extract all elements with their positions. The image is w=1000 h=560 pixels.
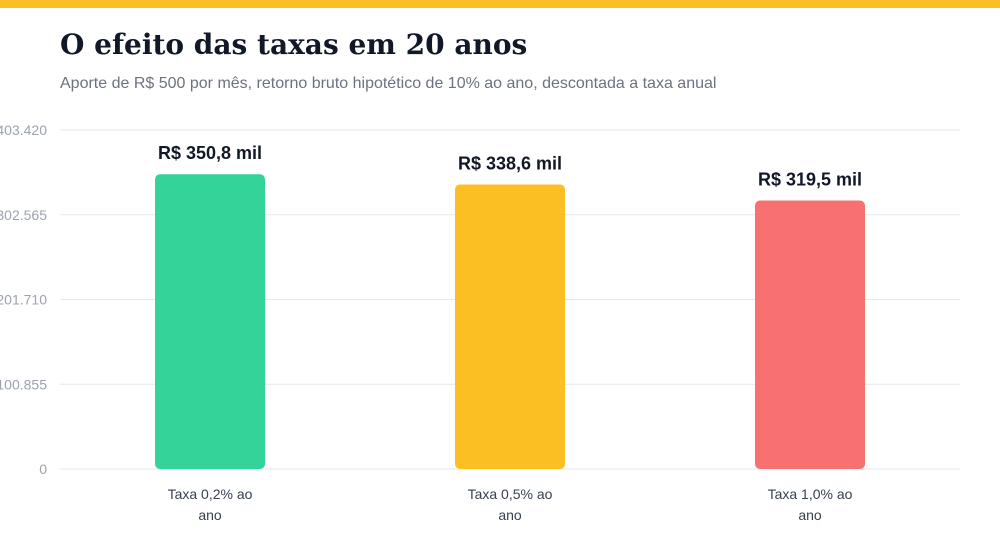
- bar-value-label: R$ 350,8 mil: [158, 143, 262, 163]
- chart-subtitle: Aporte de R$ 500 por mês, retorno bruto …: [60, 75, 717, 92]
- bar: [455, 184, 565, 469]
- x-category-label: Taxa 0,2% ao: [168, 486, 253, 502]
- y-tick-label: 302.565: [0, 207, 47, 223]
- x-category-label: Taxa 1,0% ao: [768, 486, 853, 502]
- y-tick-label: 403.420: [0, 122, 47, 138]
- bar: [755, 200, 865, 469]
- bar-value-label: R$ 319,5 mil: [758, 170, 862, 190]
- x-category-label: ano: [498, 507, 522, 523]
- y-tick-label: 100.855: [0, 376, 47, 392]
- x-category-label: ano: [798, 507, 822, 523]
- chart-title: O efeito das taxas em 20 anos: [60, 28, 528, 61]
- x-category-label: ano: [198, 507, 222, 523]
- bar: [155, 174, 265, 469]
- y-tick-label: 201.710: [0, 292, 47, 308]
- accent-bar: [0, 0, 1000, 8]
- x-category-label: Taxa 0,5% ao: [468, 486, 553, 502]
- y-tick-label: 0: [39, 461, 47, 477]
- bar-value-label: R$ 338,6 mil: [458, 153, 562, 173]
